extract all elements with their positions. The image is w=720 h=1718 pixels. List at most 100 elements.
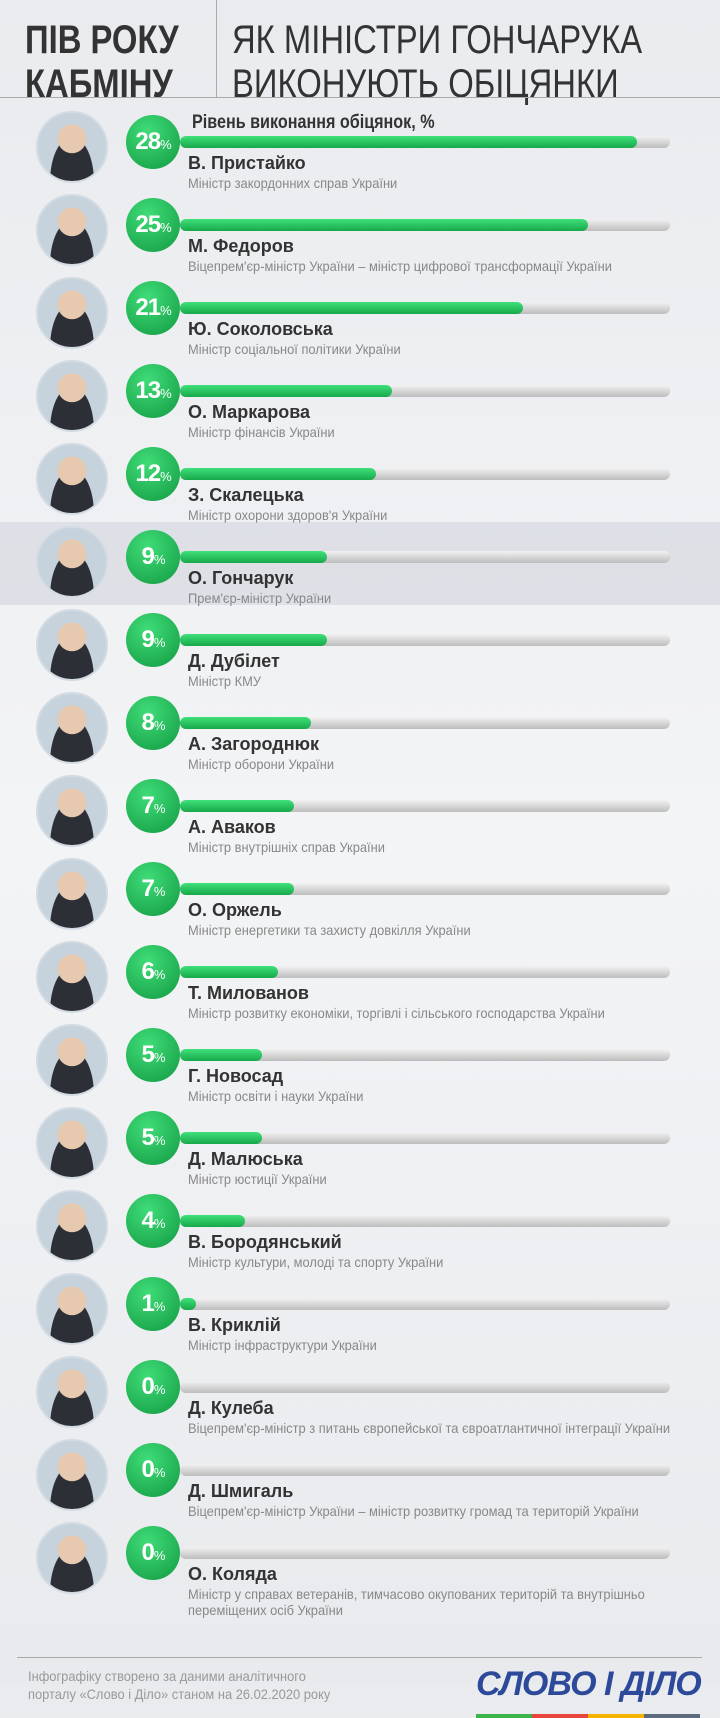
bar bbox=[180, 468, 376, 480]
footer-divider bbox=[17, 1657, 702, 1658]
category-label: Т. Милованов bbox=[188, 983, 309, 1003]
data-label: 13 bbox=[135, 377, 161, 404]
minister-photo bbox=[36, 360, 108, 432]
data-label: 1 bbox=[141, 1290, 155, 1317]
chart-title: Рівень виконання обіцянок, % bbox=[192, 112, 435, 133]
data-label: 5 bbox=[141, 1041, 155, 1068]
bar-track bbox=[180, 1132, 670, 1144]
value-badge: 1% bbox=[126, 1277, 180, 1331]
minister-photo bbox=[36, 1522, 108, 1594]
value-badge: 9% bbox=[126, 530, 180, 584]
bar bbox=[180, 966, 278, 978]
role-label: Віцепрем'єр-міністр України – міністр ци… bbox=[188, 258, 612, 274]
value-badge: 6% bbox=[126, 945, 180, 999]
role-label: Міністр внутрішніх справ України bbox=[188, 839, 385, 855]
bar-row: 0% Д. Шмигаль Віцепрем'єр-міністр Україн… bbox=[0, 1435, 720, 1519]
bar-track bbox=[180, 717, 670, 729]
footer-note: Інфографіку створено за даними аналітичн… bbox=[28, 1667, 341, 1703]
bar bbox=[180, 800, 295, 812]
minister-photo bbox=[36, 775, 108, 847]
bar bbox=[180, 1049, 262, 1061]
role-label: Міністр КМУ bbox=[188, 673, 262, 689]
bar-track bbox=[180, 1215, 670, 1227]
bar bbox=[180, 385, 393, 397]
bar-row: 21% Ю. Соколовська Міністр соціальної по… bbox=[0, 273, 720, 357]
minister-photo bbox=[36, 609, 108, 681]
data-label: 7 bbox=[141, 875, 155, 902]
bar-track bbox=[180, 468, 670, 480]
bar-row: 9% О. Гончарук Прем'єр-міністр України bbox=[0, 522, 720, 606]
value-badge: 9% bbox=[126, 613, 180, 667]
bar-track bbox=[180, 883, 670, 895]
data-label: 7 bbox=[141, 792, 155, 819]
category-label: Д. Шмигаль bbox=[188, 1481, 294, 1501]
value-badge: 4% bbox=[126, 1194, 180, 1248]
unit-label: % bbox=[160, 137, 172, 152]
bar-row: 7% А. Аваков Міністр внутрішніх справ Ук… bbox=[0, 771, 720, 855]
unit-label: % bbox=[153, 1050, 166, 1065]
data-label: 8 bbox=[141, 709, 155, 736]
bar bbox=[180, 717, 311, 729]
data-label: 28 bbox=[135, 128, 161, 155]
category-label: О. Маркарова bbox=[188, 402, 311, 422]
minister-photo bbox=[36, 1356, 108, 1428]
category-label: Ю. Соколовська bbox=[188, 319, 333, 339]
role-label: Віцепрем'єр-міністр України – міністр ро… bbox=[188, 1503, 639, 1519]
role-label: Міністр охорони здоров'я України bbox=[188, 507, 388, 523]
bar bbox=[180, 1215, 246, 1227]
unit-label: % bbox=[153, 1133, 166, 1148]
bar-track bbox=[180, 302, 670, 314]
value-badge: 28% bbox=[126, 115, 180, 169]
data-label: 4 bbox=[141, 1207, 155, 1234]
role-label: Міністр юстиції України bbox=[188, 1171, 327, 1187]
unit-label: % bbox=[153, 967, 166, 982]
category-label: В. Бородянський bbox=[188, 1232, 342, 1252]
category-label: А. Аваков bbox=[188, 817, 276, 837]
role-label: Міністр культури, молоді та спорту Украї… bbox=[188, 1254, 444, 1270]
unit-label: % bbox=[153, 801, 166, 816]
bar-row: 8% А. Загороднюк Міністр оборони України bbox=[0, 688, 720, 772]
logo-stripe-yellow bbox=[588, 1714, 644, 1718]
bar-track bbox=[180, 1547, 670, 1559]
value-badge: 0% bbox=[126, 1360, 180, 1414]
header-divider bbox=[216, 0, 217, 97]
bar-track bbox=[180, 1464, 670, 1476]
bar bbox=[180, 219, 589, 231]
data-label: 9 bbox=[141, 626, 155, 653]
role-label: Міністр у справах ветеранів, тимчасово о… bbox=[188, 1586, 645, 1618]
header-rule bbox=[0, 97, 720, 98]
footer-line1: Інфографіку створено за даними аналітичн… bbox=[28, 1668, 306, 1684]
data-label: 0 bbox=[141, 1456, 155, 1483]
bar-track bbox=[180, 1049, 670, 1061]
unit-label: % bbox=[160, 220, 172, 235]
bar-row: 0% Д. Кулеба Віцепрем'єр-міністр з питан… bbox=[0, 1352, 720, 1436]
unit-label: % bbox=[153, 1216, 166, 1231]
unit-label: % bbox=[160, 469, 172, 484]
value-badge: 25% bbox=[126, 198, 180, 252]
role-label: Міністр енергетики та захисту довкілля У… bbox=[188, 922, 471, 938]
bar-row: 4% В. Бородянський Міністр культури, мол… bbox=[0, 1186, 720, 1270]
data-label: 0 bbox=[141, 1373, 155, 1400]
unit-label: % bbox=[153, 1382, 166, 1397]
unit-label: % bbox=[153, 1548, 166, 1563]
header-left-line2: КАБМІНУ bbox=[25, 62, 173, 106]
minister-photo bbox=[36, 111, 108, 183]
minister-photo bbox=[36, 692, 108, 764]
bar-track bbox=[180, 219, 670, 231]
logo-stripe-grey bbox=[644, 1714, 700, 1718]
unit-label: % bbox=[153, 552, 166, 567]
unit-label: % bbox=[153, 884, 166, 899]
bar-row: 5% Д. Малюська Міністр юстиції України bbox=[0, 1103, 720, 1187]
minister-photo bbox=[36, 526, 108, 598]
bar-row: 0% О. Коляда Міністр у справах ветеранів… bbox=[0, 1518, 720, 1618]
bar bbox=[180, 1132, 262, 1144]
role-label: Віцепрем'єр-міністр з питань європейсько… bbox=[188, 1420, 671, 1436]
value-badge: 0% bbox=[126, 1443, 180, 1497]
category-label: О. Коляда bbox=[188, 1564, 277, 1584]
minister-photo bbox=[36, 1439, 108, 1511]
unit-label: % bbox=[153, 718, 166, 733]
category-label: Д. Кулеба bbox=[188, 1398, 274, 1418]
unit-label: % bbox=[153, 1299, 166, 1314]
bar-row: 5% Г. Новосад Міністр освіти і науки Укр… bbox=[0, 1020, 720, 1104]
bar bbox=[180, 1298, 197, 1310]
